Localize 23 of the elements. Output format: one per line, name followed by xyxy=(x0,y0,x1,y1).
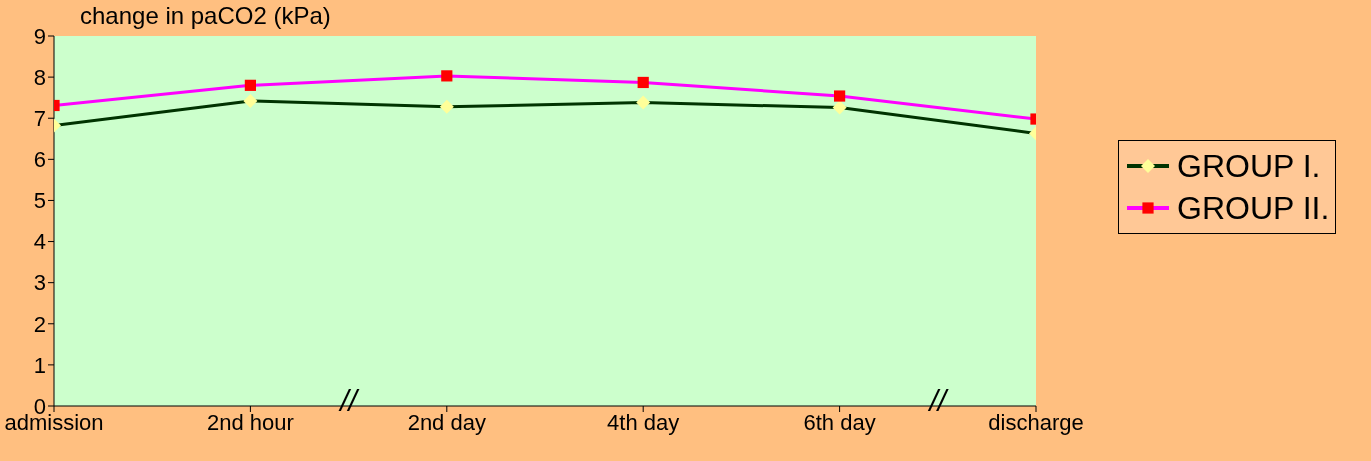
x-tick-label: 4th day xyxy=(607,409,680,435)
y-tick-label: 4 xyxy=(33,229,46,255)
y-tick-label: 2 xyxy=(33,311,46,337)
point xyxy=(636,95,651,110)
legend-label: GROUP I. xyxy=(1177,147,1321,186)
y-tick-label: 9 xyxy=(33,23,46,49)
y-tick-label: 7 xyxy=(33,106,46,132)
y-tick-label: 1 xyxy=(33,352,46,378)
x-tick-label: 2nd hour xyxy=(206,409,294,435)
point xyxy=(637,76,649,89)
y-tick-label: 5 xyxy=(33,188,46,214)
legend-label: GROUP II. xyxy=(1177,189,1330,228)
x-tick-label: discharge xyxy=(988,409,1084,435)
point xyxy=(439,99,454,114)
point xyxy=(243,93,258,108)
x-tick-label: 6th day xyxy=(803,409,876,435)
y-tick-label: 8 xyxy=(33,64,46,90)
y-tick-label: 3 xyxy=(33,270,46,296)
y-tick-label: 6 xyxy=(33,147,46,173)
chart-title: change in paCO2 (kPa) xyxy=(80,2,331,30)
point xyxy=(441,70,453,82)
x-tick-label: 2nd day xyxy=(407,409,486,435)
point xyxy=(832,100,847,115)
